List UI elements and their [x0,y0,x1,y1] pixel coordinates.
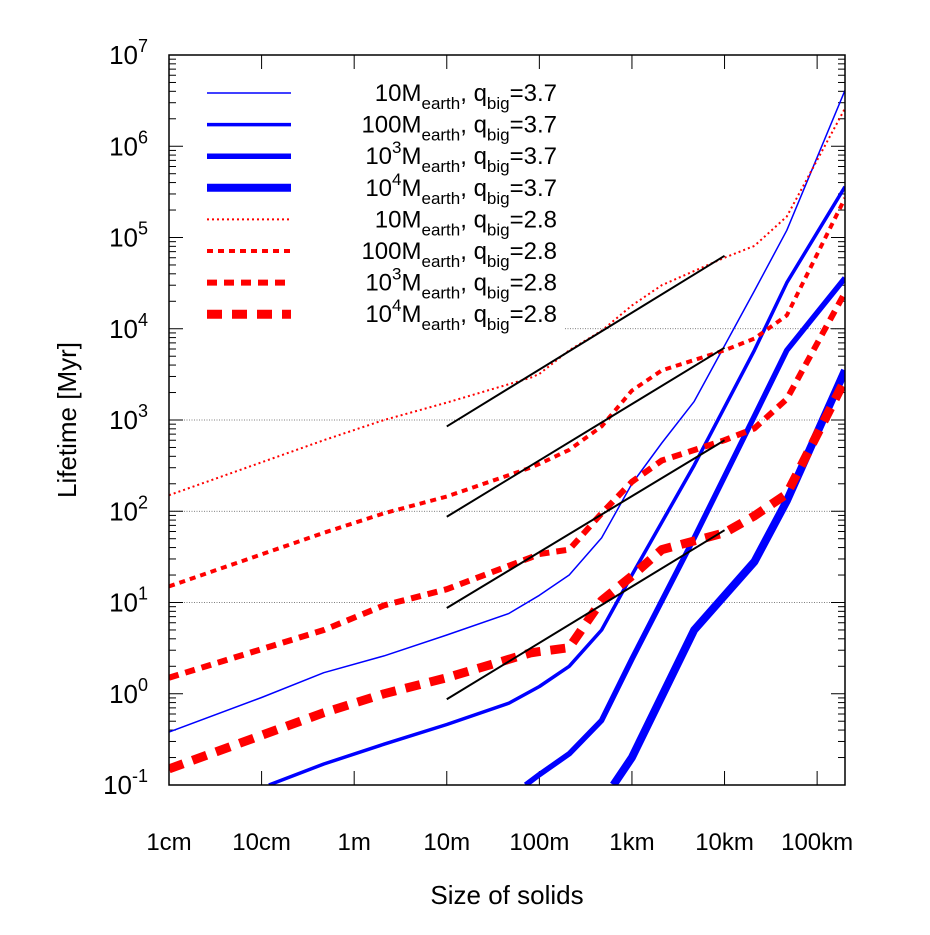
series-line-8 [169,377,845,774]
x-tick-label: 10cm [232,829,291,856]
y-tick-label: 105 [109,219,148,253]
x-tick-label: 1cm [146,829,191,856]
y-tick-label: 101 [109,584,148,618]
legend-label: 100Mearth, qbig=3.7 [361,112,557,145]
series-group [169,90,845,785]
series-line-1 [169,90,845,733]
legend-label: 104Mearth, qbig=2.8 [365,296,557,334]
legend-label: 10Mearth, qbig=2.8 [375,206,557,239]
y-tick-label: 104 [109,310,148,344]
x-tick-label: 10m [423,829,470,856]
series-line-3 [523,276,845,785]
x-axis-label: Size of solids [430,880,583,910]
grid-lines [169,328,845,603]
y-tick-label: 107 [109,36,148,70]
x-tick-label: 100km [781,829,853,856]
legend-label: 103Mearth, qbig=3.7 [365,138,557,176]
y-axis-label: Lifetime [Myr] [52,342,82,498]
series-line-6 [169,197,845,589]
legend-label: 103Mearth, qbig=2.8 [365,265,557,303]
x-tick-label: 10km [695,829,754,856]
y-tick-label: 10-1 [103,766,148,800]
x-tick-label: 100m [509,829,569,856]
fit-line-2 [446,346,726,518]
series-line-2 [268,185,845,785]
plot-frame [168,54,846,786]
fit-line-4 [446,529,726,701]
fit-line-1 [446,254,726,428]
y-tick-label: 100 [109,675,148,709]
legend-label: 104Mearth, qbig=3.7 [365,170,557,208]
y-tick-label: 102 [109,492,148,526]
fit-line-3 [446,439,726,609]
y-tick-label: 106 [109,127,148,161]
x-tick-label: 1km [609,829,654,856]
legend-label: 10Mearth, qbig=3.7 [375,80,557,113]
x-tick-labels: 1cm 10cm 1m 10m 100m 1km 10km 100km [146,829,853,856]
x-tick-label: 1m [338,829,371,856]
y-tick-labels: 10-1 100 101 102 103 104 105 106 107 [103,36,148,800]
legend-label: 100Mearth, qbig=2.8 [361,238,557,271]
y-tick-label: 103 [109,401,148,435]
series-line-7 [169,290,845,681]
